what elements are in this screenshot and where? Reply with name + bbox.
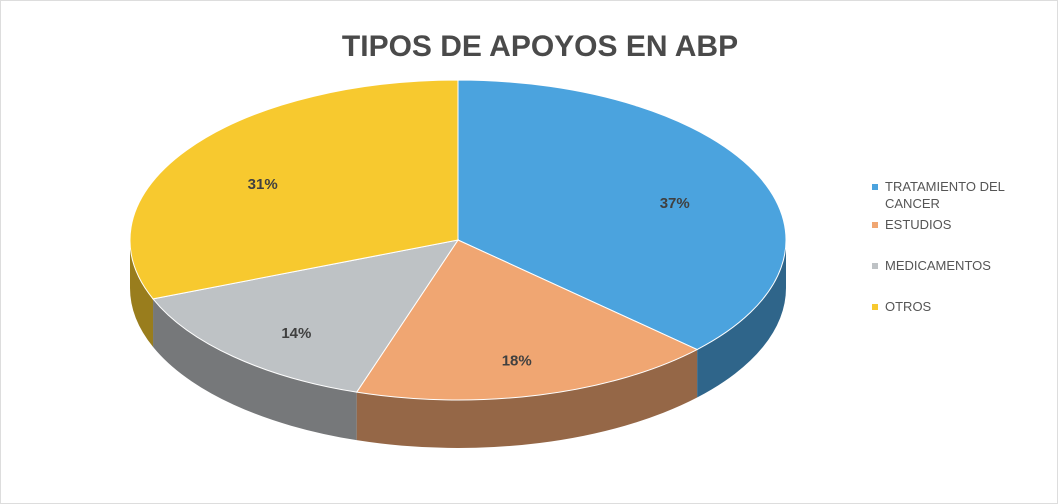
legend-swatch — [872, 304, 878, 310]
legend-item: ESTUDIOS — [872, 216, 1042, 233]
slice — [129, 79, 459, 300]
slice-side — [153, 298, 357, 441]
chart-title: TIPOS DE APOYOS EN ABP — [342, 30, 738, 63]
slice — [152, 239, 460, 393]
legend-label: ESTUDIOS — [885, 217, 952, 232]
legend-item: TRATAMIENTO DEL CANCER — [872, 178, 1042, 212]
slice-side — [130, 240, 154, 347]
legend-label: OTROS — [885, 299, 932, 314]
legend-label: MEDICAMENTOS — [885, 258, 991, 273]
data-label: 14% — [281, 325, 311, 342]
slice — [457, 79, 787, 351]
legend: TRATAMIENTO DEL CANCER ESTUDIOS MEDICAMENT… — [872, 178, 1042, 339]
legend-item: MEDICAMENTOS — [872, 257, 1042, 274]
legend-swatch — [872, 184, 878, 190]
legend-swatch — [872, 222, 878, 228]
legend-swatch — [872, 263, 878, 269]
data-label: 37% — [660, 195, 690, 212]
data-label: 18% — [502, 353, 532, 370]
slice — [355, 239, 699, 401]
slice-side — [697, 240, 786, 398]
slice-side — [356, 349, 698, 448]
legend-label: TRATAMIENTO DEL CANCER — [885, 179, 1005, 211]
data-label: 31% — [248, 176, 278, 193]
legend-item: OTROS — [872, 298, 1042, 315]
